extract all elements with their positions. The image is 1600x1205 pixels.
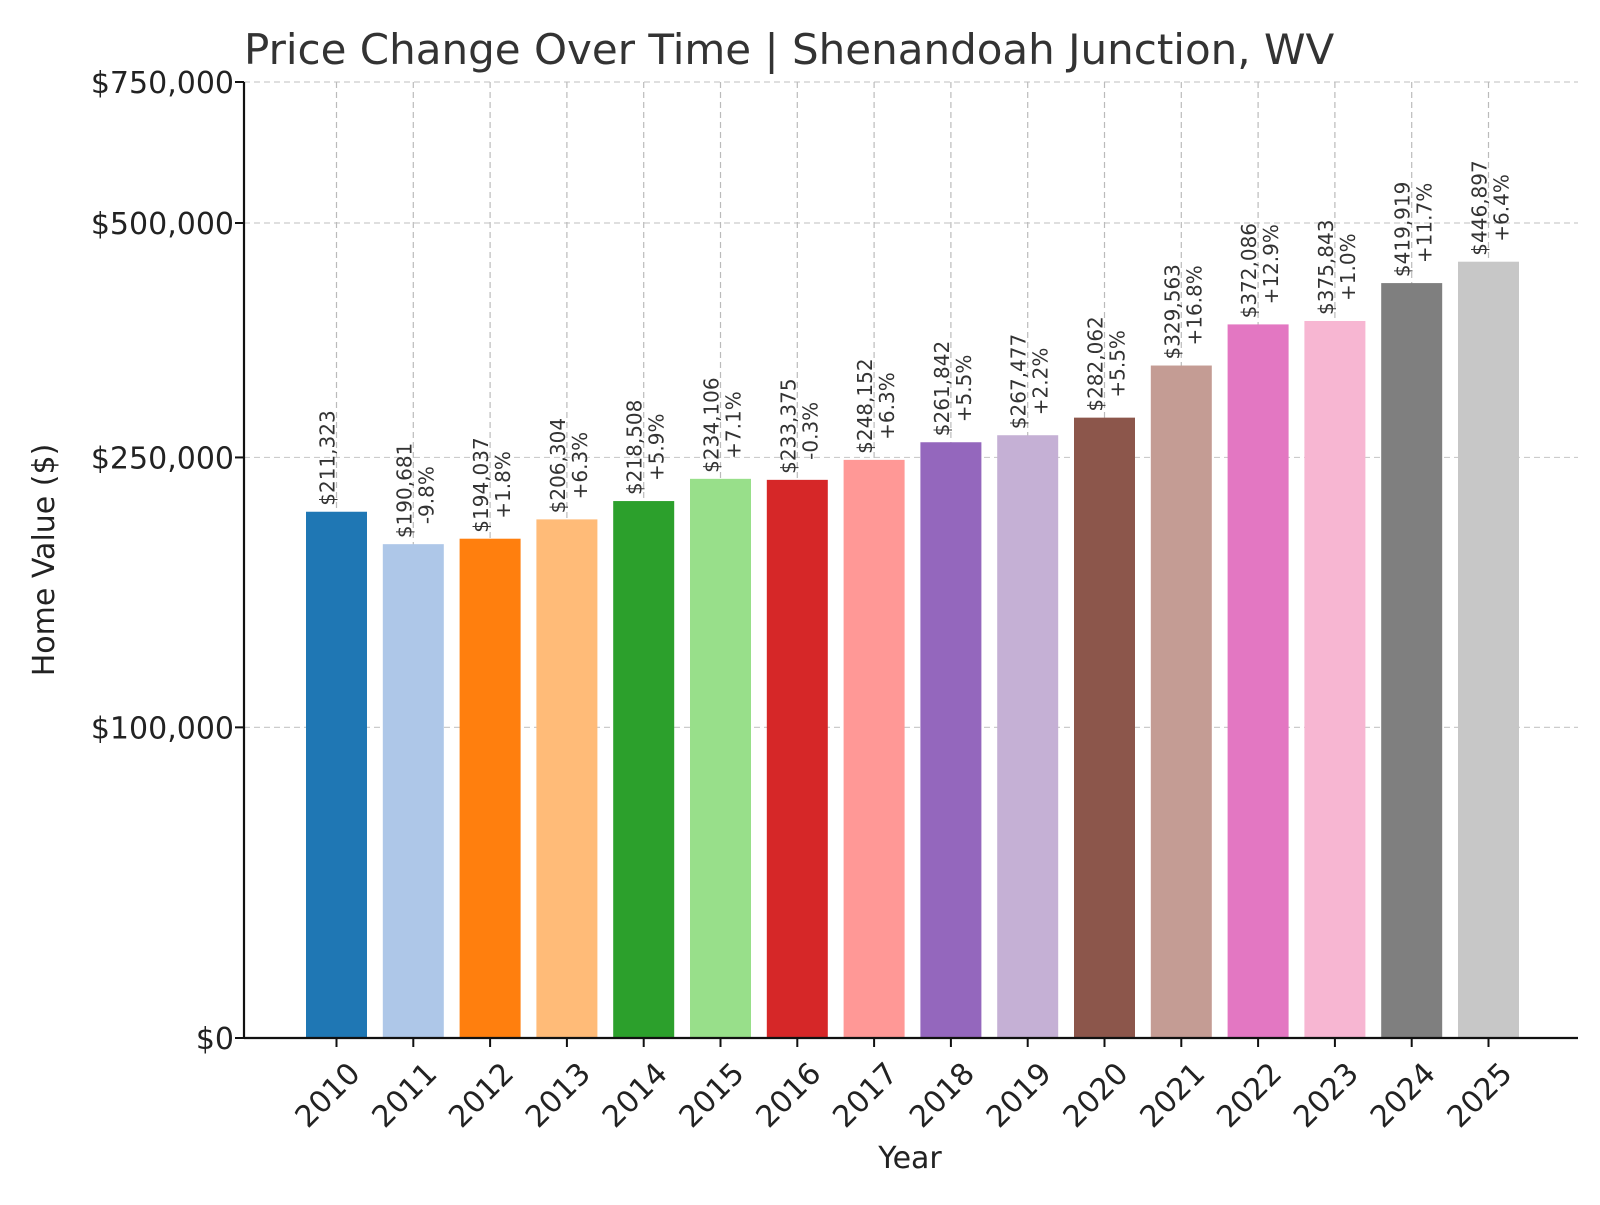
bar-2020 [1074, 417, 1135, 1038]
x-tick-label: 2013 [519, 1056, 598, 1135]
bar-value-label: $218,508 [623, 400, 647, 495]
bar-value-label: $267,477 [1007, 334, 1031, 429]
bar-value-label: $446,897 [1468, 160, 1492, 255]
bar-value-label: $375,843 [1314, 220, 1338, 315]
bar-change-label: +11.7% [1413, 183, 1437, 263]
x-tick-label: 2020 [1057, 1056, 1136, 1135]
x-tick-label: 2016 [749, 1056, 828, 1135]
x-tick-label: 2022 [1210, 1056, 1289, 1135]
bar-value-label: $234,106 [700, 377, 724, 472]
bar-2023 [1304, 320, 1366, 1038]
x-tick-label: 2021 [1133, 1056, 1212, 1135]
x-tick-label: 2017 [826, 1056, 905, 1135]
bar-change-label: +5.5% [1106, 330, 1130, 398]
bar-value-label: $248,152 [853, 358, 877, 453]
y-tick-label: $750,000 [91, 66, 234, 101]
bar-change-label: +2.2% [1029, 348, 1053, 416]
bar-value-label: $190,681 [392, 443, 416, 538]
bar-change-label: +1.8% [491, 451, 515, 519]
x-tick-label: 2024 [1364, 1056, 1443, 1135]
bar-2012 [459, 538, 521, 1038]
y-axis-label: Home Value ($) [27, 444, 62, 677]
bar-change-label: -9.8% [414, 466, 438, 524]
bar-change-label: +16.8% [1182, 265, 1206, 345]
x-tick-label: 2010 [289, 1056, 368, 1135]
bar-2024 [1381, 283, 1443, 1038]
bar-change-label: +5.9% [645, 413, 669, 481]
grid-lines [244, 81, 1578, 1038]
bar-value-label: $329,563 [1160, 264, 1184, 359]
x-tick-label: 2012 [442, 1056, 521, 1135]
y-tick-label: $500,000 [91, 207, 234, 242]
x-tick-label: 2014 [596, 1056, 675, 1135]
bar-2022 [1227, 324, 1289, 1038]
bar-2021 [1150, 365, 1212, 1038]
x-axis-label: Year [877, 1141, 942, 1176]
x-tick-label: 2019 [980, 1056, 1059, 1135]
y-tick-label: $250,000 [91, 441, 234, 476]
bars-group [306, 261, 1519, 1039]
bar-2013 [536, 519, 598, 1038]
bar-labels-group: $211,323 $190,681-9.8% $194,037+1.8% $206,3… [316, 160, 1514, 538]
bar-change-label: -0.3% [798, 402, 822, 460]
bar-2010 [306, 511, 367, 1038]
bar-2019 [997, 435, 1059, 1038]
bar-2016 [766, 479, 828, 1039]
bar-2025 [1458, 261, 1519, 1038]
x-tick-label: 2023 [1287, 1056, 1366, 1135]
bar-value-label: $194,037 [469, 437, 493, 532]
x-tick-label: 2018 [903, 1056, 982, 1135]
x-tick-label: 2015 [673, 1056, 752, 1135]
y-tick-label: $100,000 [91, 711, 234, 746]
bar-change-label: +6.3% [568, 432, 592, 500]
bar-value-label: $211,323 [316, 410, 340, 505]
bar-value-label: $233,375 [776, 378, 800, 473]
bar-change-label: +6.4% [1490, 174, 1514, 242]
bar-2014 [613, 501, 675, 1039]
bar-change-label: +12.9% [1259, 224, 1283, 304]
bar-2011 [382, 544, 444, 1038]
bar-value-label: $282,062 [1084, 316, 1108, 411]
bar-value-label: $206,304 [546, 418, 570, 513]
x-tick-label: 2025 [1441, 1056, 1520, 1135]
bar-2018 [920, 442, 982, 1038]
x-tick-label: 2011 [365, 1056, 444, 1135]
bar-2017 [843, 459, 905, 1038]
bar-change-label: +5.5% [952, 355, 976, 423]
bar-value-label: $261,842 [930, 341, 954, 436]
chart-title: Price Change Over Time | Shenandoah Junc… [244, 25, 1335, 74]
bar-value-label: $372,086 [1237, 223, 1261, 318]
bar-2015 [690, 478, 751, 1038]
bar-value-label: $419,919 [1391, 182, 1415, 277]
bar-change-label: +1.0% [1336, 233, 1360, 301]
bar-change-label: +7.1% [722, 391, 746, 459]
bar-change-label: +6.3% [875, 372, 899, 440]
y-tick-label: $0 [196, 1022, 234, 1057]
